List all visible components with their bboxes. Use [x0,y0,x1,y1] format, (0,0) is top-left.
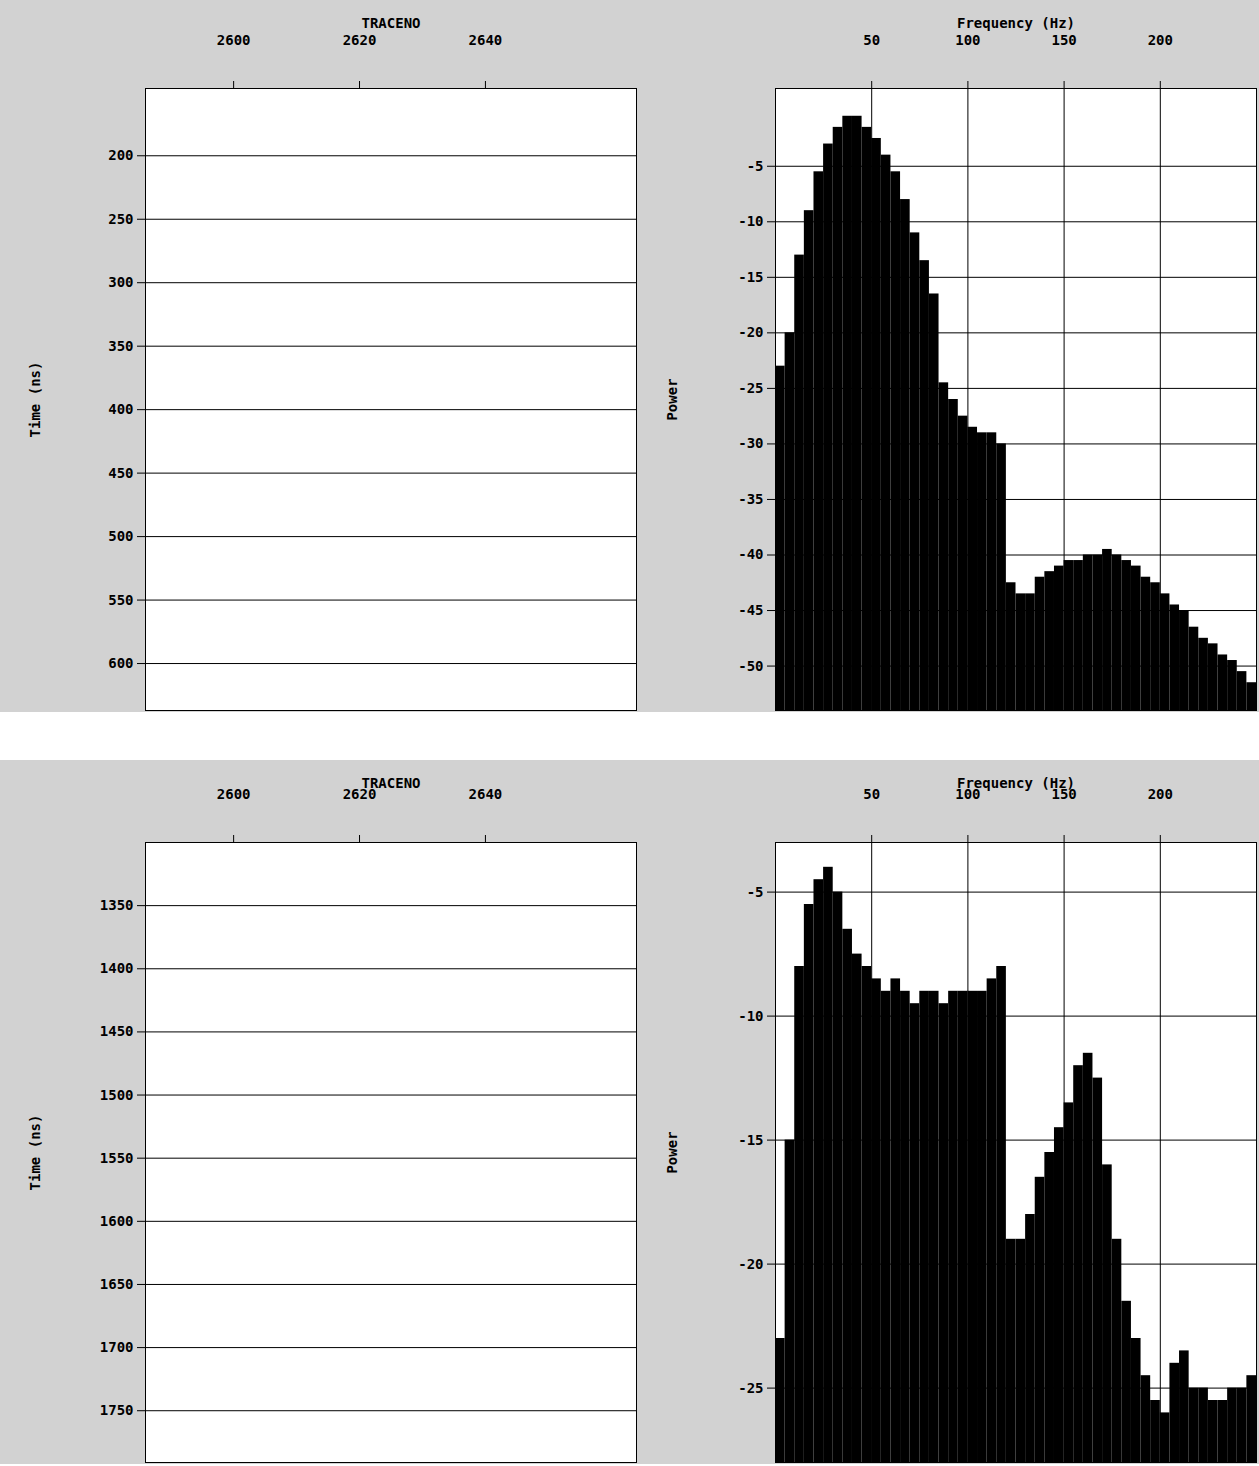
svg-text:Time (ns): Time (ns) [27,1115,43,1191]
svg-text:200: 200 [108,147,133,163]
svg-text:Time (ns): Time (ns) [27,362,43,438]
svg-text:1650: 1650 [100,1276,134,1292]
svg-text:-10: -10 [738,213,763,229]
svg-text:Frequency (Hz): Frequency (Hz) [957,775,1075,791]
svg-text:150: 150 [1051,785,1077,802]
svg-text:500: 500 [108,528,133,544]
svg-text:-20: -20 [738,1256,763,1272]
svg-text:2600: 2600 [217,32,251,48]
svg-text:350: 350 [108,338,133,354]
svg-text:2600: 2600 [217,786,251,802]
svg-text:1600: 1600 [100,1213,134,1229]
svg-text:-40: -40 [738,546,763,562]
svg-text:200: 200 [1148,32,1173,48]
svg-text:2620: 2620 [342,785,377,802]
svg-text:1500: 1500 [100,1087,134,1103]
svg-text:100: 100 [955,785,981,802]
svg-text:150: 150 [1051,32,1076,48]
svg-text:TRACENO: TRACENO [361,775,420,791]
svg-text:450: 450 [108,465,133,481]
svg-text:1750: 1750 [100,1402,134,1418]
svg-text:1350: 1350 [100,897,134,913]
svg-text:Power: Power [664,378,680,420]
svg-text:-25: -25 [738,1380,763,1396]
svg-text:-5: -5 [747,158,764,174]
svg-text:-50: -50 [738,658,763,674]
svg-text:-45: -45 [738,602,763,618]
svg-text:-25: -25 [738,380,763,396]
svg-text:-10: -10 [738,1008,763,1024]
svg-text:50: 50 [863,786,880,802]
svg-text:-5: -5 [747,884,764,900]
svg-text:-20: -20 [738,324,763,340]
svg-text:1450: 1450 [100,1023,134,1039]
svg-text:-35: -35 [738,491,763,507]
svg-text:600: 600 [108,655,133,671]
svg-text:2640: 2640 [469,786,503,802]
svg-text:50: 50 [863,32,880,48]
svg-text:2620: 2620 [343,32,377,48]
svg-text:200: 200 [1148,786,1173,802]
svg-text:Power: Power [664,1131,680,1173]
svg-text:1550: 1550 [100,1150,134,1166]
svg-text:-15: -15 [738,1132,763,1148]
svg-text:1700: 1700 [100,1339,134,1355]
svg-text:TRACENO: TRACENO [361,15,420,31]
svg-text:250: 250 [108,211,133,227]
svg-text:550: 550 [108,592,133,608]
svg-text:300: 300 [108,274,133,290]
svg-text:Frequency (Hz): Frequency (Hz) [957,15,1075,31]
svg-text:-15: -15 [738,269,763,285]
svg-text:2640: 2640 [469,32,503,48]
svg-text:100: 100 [955,32,980,48]
svg-text:-30: -30 [738,435,763,451]
svg-text:400: 400 [108,401,133,417]
svg-text:1400: 1400 [100,960,134,976]
